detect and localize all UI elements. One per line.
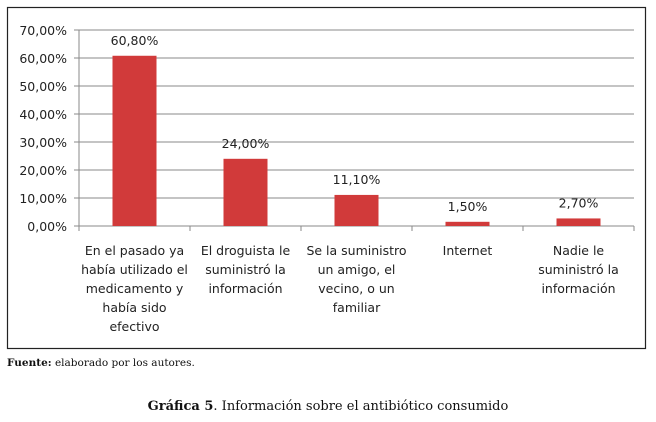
y-tick-label: 30,00%: [19, 135, 67, 150]
bar: [112, 55, 157, 227]
caption-text: . Información sobre el antibiótico consu…: [213, 399, 509, 414]
x-category-label: familiar: [333, 300, 381, 315]
figure-caption: Gráfica 5. Información sobre el antibiót…: [0, 399, 656, 414]
x-category-label: suministró la: [205, 262, 286, 277]
bar: [223, 158, 268, 226]
data-label: 1,50%: [448, 199, 488, 214]
y-tick-label: 0,00%: [27, 219, 67, 234]
bar-chart: 0,00% 10,00% 20,00% 30,00% 40,00% 50,00% 60,00…: [6, 6, 647, 350]
bar: [556, 218, 601, 226]
chart-frame: [6, 6, 647, 350]
x-category-label: vecino, o un: [318, 281, 394, 296]
x-category-label: En el pasado ya: [85, 243, 184, 258]
data-label: 11,10%: [333, 172, 381, 187]
y-tick-label: 20,00%: [19, 163, 67, 178]
x-category-label: El droguista le: [201, 243, 291, 258]
y-tick-label: 60,00%: [19, 51, 67, 66]
caption-label: Gráfica 5: [147, 399, 214, 414]
source-text: elaborado por los autores.: [51, 357, 195, 369]
y-tick-label: 40,00%: [19, 107, 67, 122]
source-note: Fuente: elaborado por los autores.: [7, 357, 195, 369]
x-category-label: suministró la: [538, 262, 619, 277]
bar: [334, 194, 379, 226]
x-category-label: un amigo, el: [318, 262, 396, 277]
x-category-label: Nadie le: [553, 243, 605, 258]
x-category-label: Internet: [443, 243, 493, 258]
data-label: 2,70%: [559, 195, 599, 210]
y-tick-label: 10,00%: [19, 191, 67, 206]
data-label: 60,80%: [111, 33, 159, 48]
y-tick-label: 50,00%: [19, 79, 67, 94]
source-label: Fuente:: [7, 357, 52, 369]
x-category-label: efectivo: [109, 319, 159, 334]
x-category-label: Se la suministro: [306, 243, 406, 258]
y-tick-label: 70,00%: [19, 23, 67, 38]
data-label: 24,00%: [222, 136, 270, 151]
x-category-label: había sido: [102, 300, 166, 315]
x-category-label: información: [208, 281, 282, 296]
bar: [445, 221, 490, 226]
x-category-label: información: [541, 281, 615, 296]
x-category-label: había utilizado el: [81, 262, 188, 277]
x-category-label: medicamento y: [86, 281, 184, 296]
